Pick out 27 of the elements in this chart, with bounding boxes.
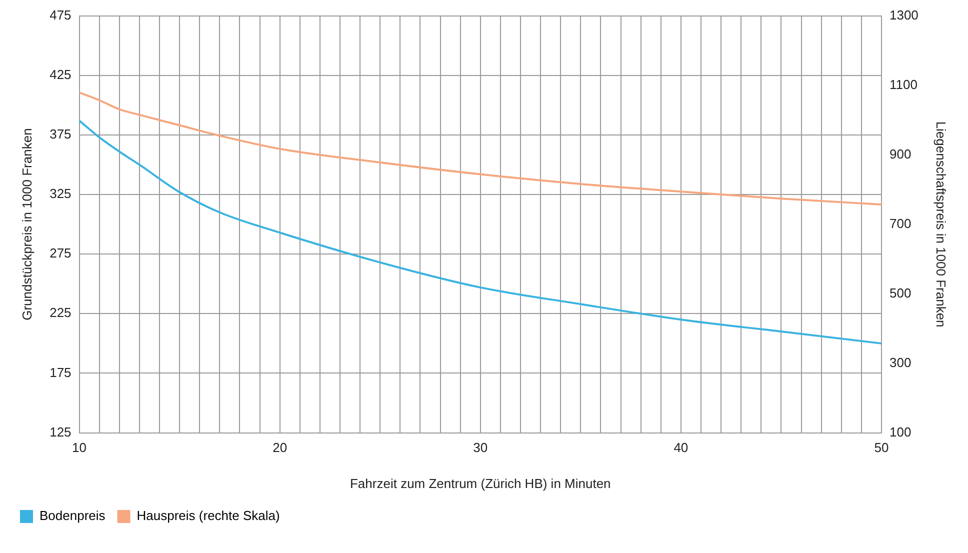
line-series xyxy=(79,92,882,206)
line-series xyxy=(79,120,882,344)
legend-label: Bodenpreis xyxy=(40,508,106,524)
x-tick-label: 20 xyxy=(272,440,288,456)
y2-tick-label: 100 xyxy=(889,424,912,440)
legend-label: Hauspreis (rechte Skala) xyxy=(136,508,280,524)
y2-tick-label: 900 xyxy=(889,146,912,162)
y2-tick-label: 1300 xyxy=(889,7,918,22)
x-tick-label: 40 xyxy=(674,440,688,456)
y-axis-title: Grundstückpreis in 1000 Franken xyxy=(19,128,34,320)
y-tick-label: 225 xyxy=(50,305,72,320)
y-tick-label: 325 xyxy=(50,186,72,202)
y-tick-label: 125 xyxy=(50,424,72,440)
x-tick-label: 30 xyxy=(473,440,488,456)
y2-tick-label: 1100 xyxy=(889,76,918,92)
y2-tick-label: 700 xyxy=(889,216,912,231)
x-tick-label: 10 xyxy=(72,440,87,456)
y2-tick-label: 500 xyxy=(889,285,912,300)
y-tick-label: 375 xyxy=(50,126,72,142)
y-tick-label: 425 xyxy=(50,66,72,82)
y-tick-label: 175 xyxy=(50,364,72,380)
y2-axis-title: Liegenschaftspreis in 1000 Franken xyxy=(934,121,949,328)
y-tick-label: 475 xyxy=(50,7,72,22)
x-tick-label: 50 xyxy=(874,440,889,456)
y-tick-label: 275 xyxy=(50,246,72,261)
x-axis-title: Fahrzeit zum Zentrum (Zürich HB) in Minuten xyxy=(350,476,611,491)
y2-tick-label: 300 xyxy=(889,354,912,370)
